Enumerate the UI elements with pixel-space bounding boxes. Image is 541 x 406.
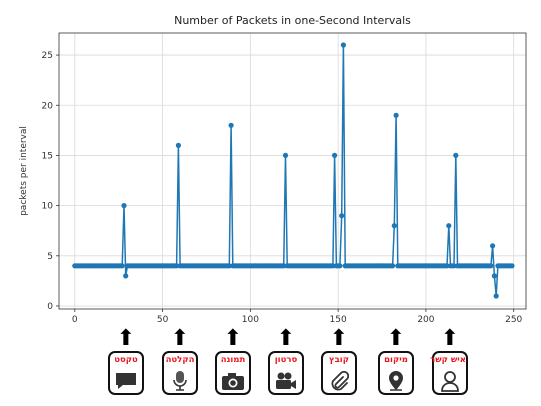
y-axis-label: packets per interval xyxy=(19,126,29,216)
data-point xyxy=(446,223,452,229)
chart-series xyxy=(72,42,515,299)
chart-grid xyxy=(59,33,526,309)
data-point xyxy=(491,273,497,279)
data-point xyxy=(391,223,397,229)
attachment-button-camera[interactable]: תמונה xyxy=(215,351,251,395)
attachment-label: מיקום xyxy=(384,355,408,365)
x-tick-label: 200 xyxy=(417,315,434,325)
data-point xyxy=(282,152,289,158)
attachment-button-video-camera[interactable]: סרטון xyxy=(268,351,304,395)
attachment-button-microphone[interactable]: הקלטה xyxy=(162,351,198,395)
attachment-label: תמונה xyxy=(220,355,246,365)
attachment-button-paperclip[interactable]: קובץ xyxy=(321,351,357,395)
up-arrow-icon: ⬆ xyxy=(276,326,296,351)
location-pin-icon xyxy=(380,369,412,393)
data-point xyxy=(121,203,127,209)
up-arrow-icon: ⬆ xyxy=(170,326,190,351)
data-point xyxy=(493,293,499,299)
data-point xyxy=(490,243,496,249)
x-tick-label: 150 xyxy=(330,315,347,325)
x-tick-label: 0 xyxy=(72,315,78,325)
data-point xyxy=(509,263,515,269)
data-point xyxy=(453,152,459,158)
data-point xyxy=(119,263,125,269)
y-tick-label: 10 xyxy=(42,202,54,212)
data-point xyxy=(488,263,494,269)
speech-bubble-icon xyxy=(110,369,142,393)
attachment-button-speech-bubble[interactable]: טקסט xyxy=(108,351,144,395)
data-point xyxy=(123,273,129,279)
data-point xyxy=(390,263,396,269)
attachment-label: טקסט xyxy=(114,355,138,365)
y-tick-label: 20 xyxy=(42,101,54,111)
up-arrow-icon: ⬆ xyxy=(223,326,243,351)
microphone-icon xyxy=(164,369,196,393)
data-point xyxy=(337,263,343,269)
y-tick-label: 25 xyxy=(42,51,53,61)
attachment-label: סרטון xyxy=(274,355,298,365)
x-tick-label: 250 xyxy=(505,315,522,325)
x-axis-ticks: 0 50 100 150 200 250 xyxy=(72,309,523,325)
attachment-label: איש קשר xyxy=(430,355,466,365)
attachment-label: קובץ xyxy=(329,355,349,365)
up-arrow-icon: ⬆ xyxy=(386,326,406,351)
data-point xyxy=(332,152,338,158)
up-arrow-icon: ⬆ xyxy=(440,326,460,351)
video-camera-icon xyxy=(270,369,302,393)
data-point xyxy=(339,213,345,219)
y-axis-ticks: 0 5 10 15 20 25 xyxy=(42,51,59,312)
up-arrow-icon: ⬆ xyxy=(329,326,349,351)
paperclip-icon xyxy=(323,369,355,393)
attachment-label: הקלטה xyxy=(165,355,195,365)
attachment-button-contact-person[interactable]: איש קשר xyxy=(430,351,468,395)
data-point xyxy=(175,142,181,148)
x-tick-label: 50 xyxy=(157,315,169,325)
y-tick-label: 0 xyxy=(47,302,53,312)
y-tick-label: 5 xyxy=(47,252,53,262)
data-point xyxy=(340,42,346,48)
attachment-button-location-pin[interactable]: מיקום xyxy=(378,351,414,395)
x-tick-label: 100 xyxy=(242,315,259,325)
plot-frame xyxy=(58,32,527,310)
data-point xyxy=(228,122,234,128)
series-line xyxy=(74,44,512,297)
y-tick-label: 15 xyxy=(42,151,53,161)
contact-person-icon xyxy=(434,369,466,393)
up-arrow-icon: ⬆ xyxy=(116,326,136,351)
data-point xyxy=(393,112,399,118)
chart-title: Number of Packets in one-Second Interval… xyxy=(174,14,411,27)
camera-icon xyxy=(217,369,249,393)
packets-chart: Number of Packets in one-Second Interval… xyxy=(19,14,527,325)
